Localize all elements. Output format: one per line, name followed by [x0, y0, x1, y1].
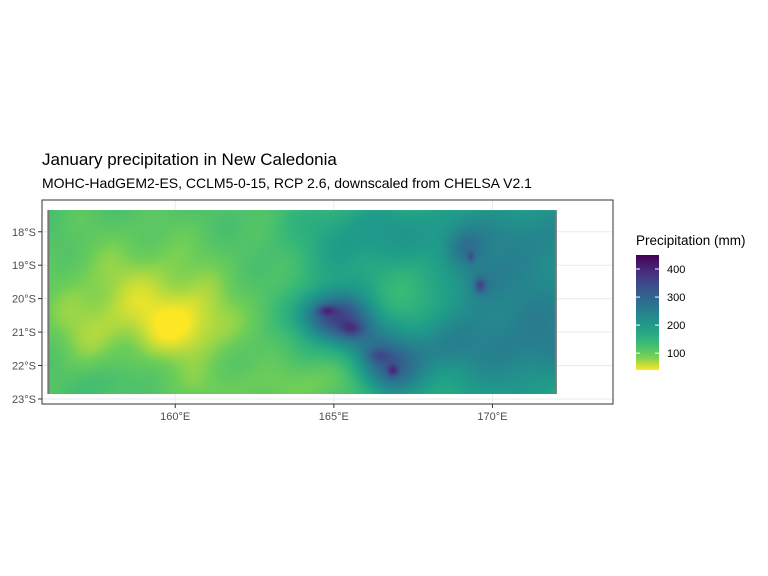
- x-tick-label: 165°E: [319, 411, 349, 423]
- y-tick-label: 21°S: [12, 327, 36, 339]
- x-tick-label: 170°E: [477, 411, 507, 423]
- x-tick-label: 160°E: [160, 411, 190, 423]
- legend-label: 400: [667, 264, 685, 276]
- y-tick-label: 23°S: [12, 394, 36, 406]
- heatmap-raster: [48, 210, 557, 395]
- legend-label: 300: [667, 292, 685, 304]
- legend-label: 200: [667, 320, 685, 332]
- y-tick-label: 18°S: [12, 227, 36, 239]
- precipitation-heatmap: [47, 210, 557, 395]
- axes: 160°E 165°E 170°E 18°S 19°S 20°S 21°S 22°S 23°S: [12, 199, 614, 423]
- y-tick-label: 22°S: [12, 361, 36, 373]
- legend: 100 200 300 400: [636, 255, 685, 370]
- legend-colorbar: [636, 255, 659, 370]
- chart-subtitle: MOHC-HadGEM2-ES, CCLM5-0-15, RCP 2.6, do…: [42, 175, 532, 191]
- y-tick-label: 20°S: [12, 294, 36, 306]
- y-tick-label: 19°S: [12, 260, 36, 272]
- chart-title: January precipitation in New Caledonia: [42, 150, 337, 169]
- legend-label: 100: [667, 348, 685, 360]
- legend-title: Precipitation (mm): [636, 233, 746, 248]
- panel-border: [41, 199, 614, 405]
